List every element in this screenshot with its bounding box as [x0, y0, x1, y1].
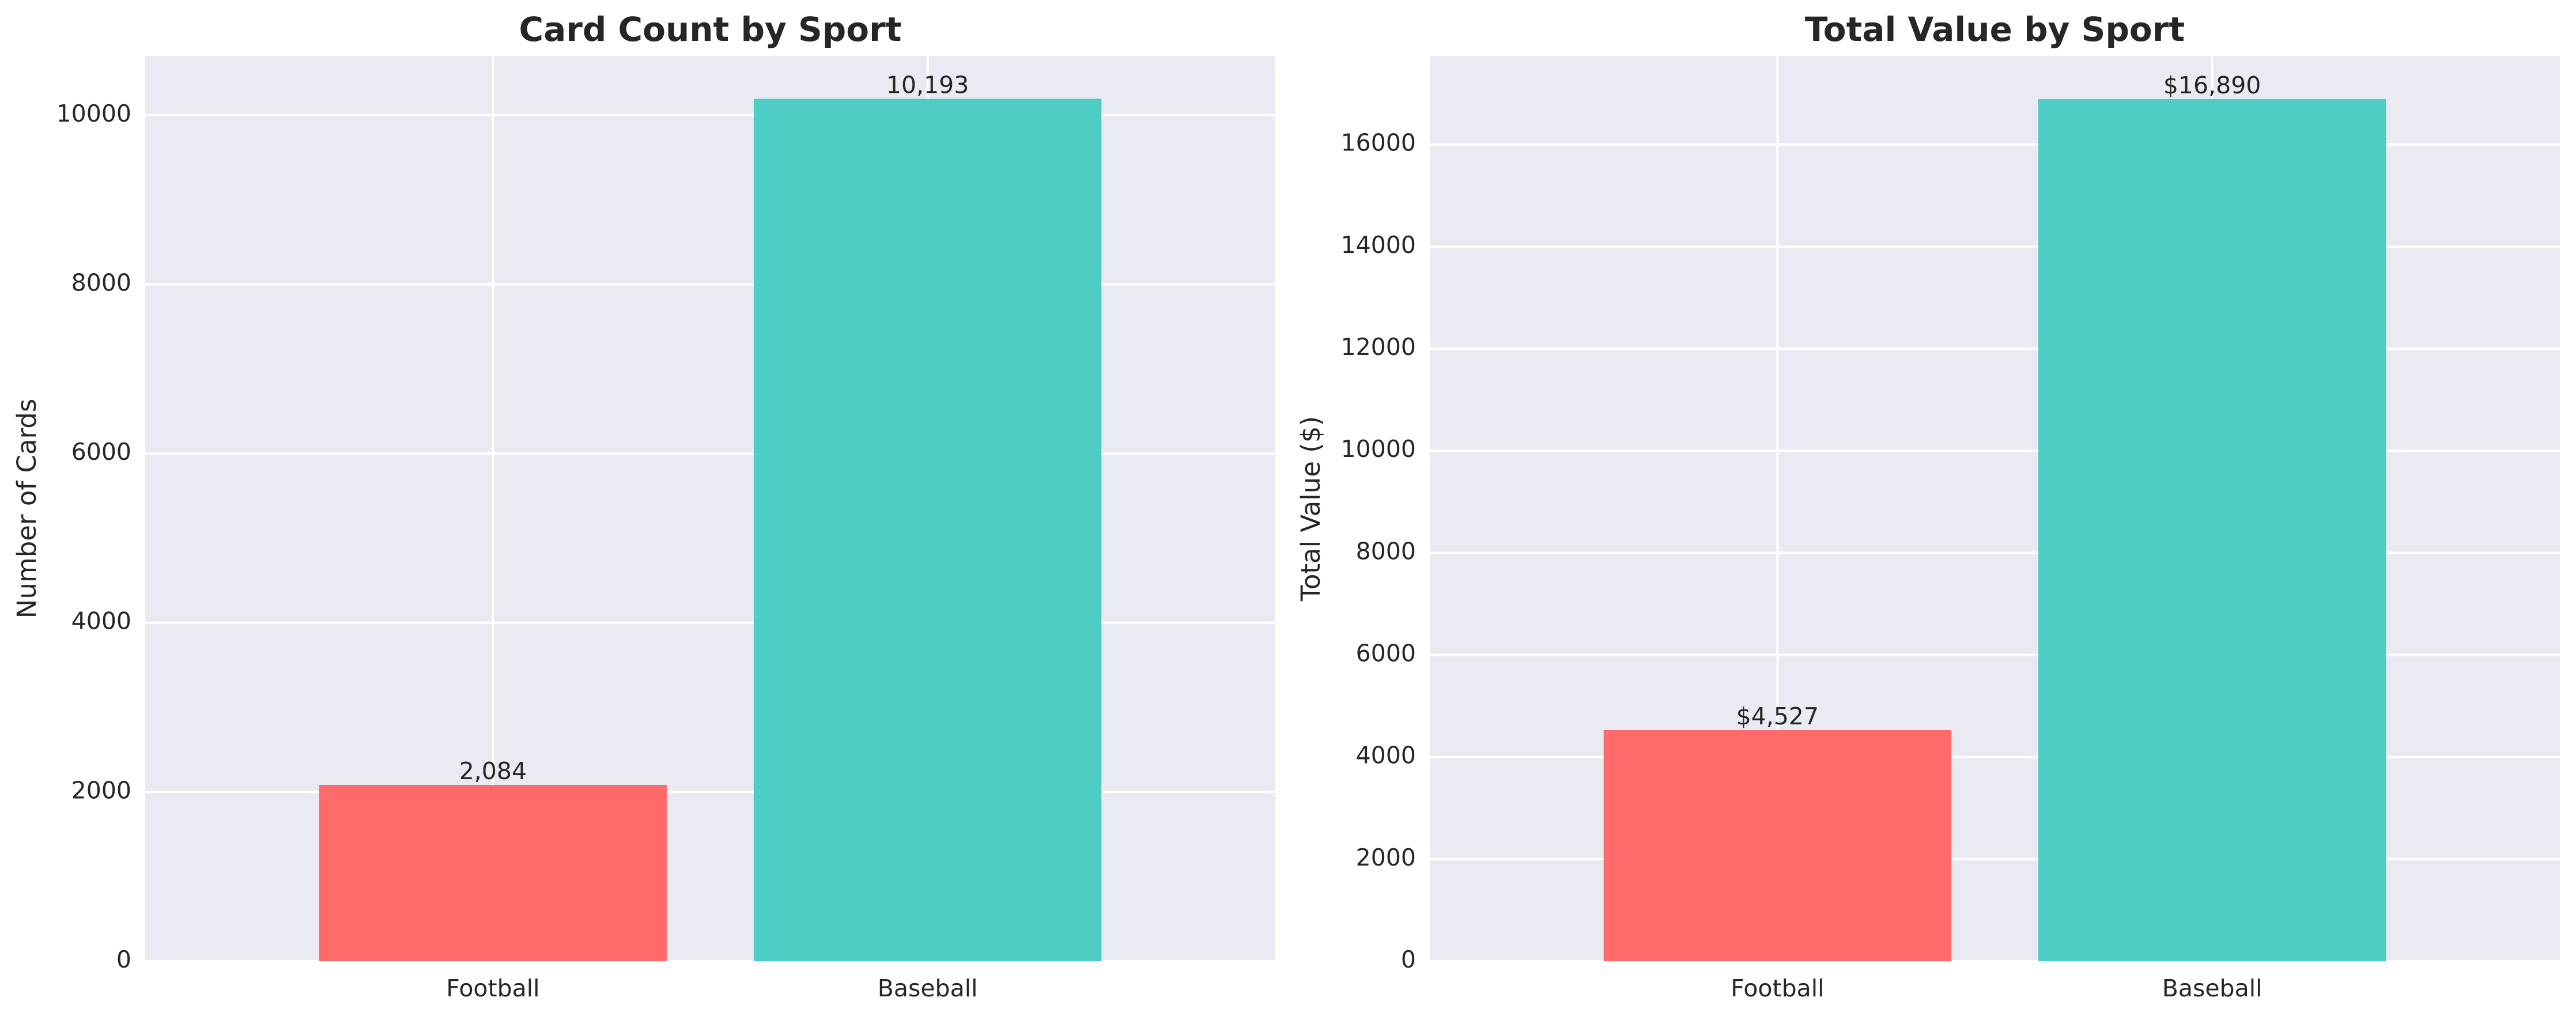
bar-football	[319, 785, 667, 961]
bar-football	[1603, 730, 1952, 961]
y-tick-label: 4000	[1356, 742, 1416, 769]
chart-title: Card Count by Sport	[519, 10, 902, 49]
y-axis-label: Total Value ($)	[1295, 416, 1326, 602]
data-label-baseball: 10,193	[886, 71, 969, 99]
data-label-football: $4,527	[1736, 702, 1819, 730]
x-tick-label-baseball: Baseball	[2162, 974, 2263, 1002]
plot-area	[1430, 56, 2560, 961]
y-tick-label: 12000	[1341, 333, 1416, 361]
chart-card-count-by-sport: 0 2000 4000 6000 8000 10000 Football Baseball 2,…	[12, 10, 1275, 1002]
x-tick-label-football: Football	[446, 974, 539, 1002]
y-tick-label: 8000	[71, 269, 131, 296]
x-tick-label-baseball: Baseball	[878, 974, 978, 1002]
y-tick-label: 10000	[56, 100, 131, 127]
plot-area	[145, 56, 1275, 961]
y-axis-label: Number of Cards	[12, 399, 42, 618]
y-tick-label: 0	[116, 946, 131, 973]
y-tick-label: 10000	[1341, 435, 1416, 463]
y-tick-label: 2000	[1356, 844, 1416, 871]
y-tick-label: 14000	[1341, 231, 1416, 259]
y-tick-label: 2000	[71, 776, 131, 804]
y-tick-label: 6000	[1356, 640, 1416, 667]
x-tick-label-football: Football	[1731, 974, 1824, 1002]
chart-title: Total Value by Sport	[1805, 10, 2185, 49]
chart-total-value-by-sport: 0 2000 4000 6000 8000 10000 12000 14000 16000 Foo…	[1295, 10, 2560, 1002]
y-tick-label: 0	[1401, 946, 1416, 973]
data-label-baseball: $16,890	[2163, 71, 2261, 99]
y-tick-label: 6000	[71, 438, 131, 466]
bar-baseball	[2038, 99, 2386, 962]
y-tick-label: 16000	[1341, 129, 1416, 157]
y-tick-label: 4000	[71, 607, 131, 635]
bar-baseball	[753, 99, 1102, 961]
y-tick-label: 8000	[1356, 537, 1416, 565]
data-label-football: 2,084	[459, 757, 527, 785]
